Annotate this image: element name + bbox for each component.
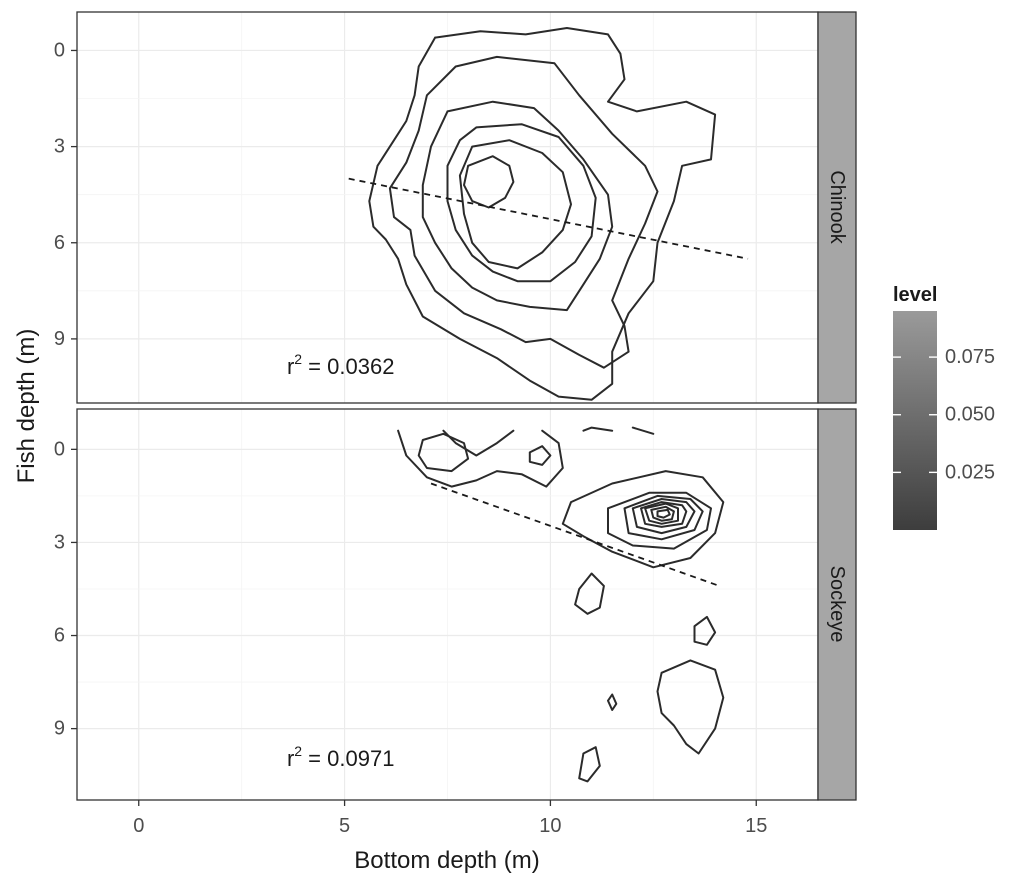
panel-sockeye-contours (397, 426, 725, 783)
x-axis: 0 5 10 15 (133, 800, 767, 837)
contour-line (368, 27, 717, 401)
contour-line (607, 693, 618, 711)
panel-sockeye-regression-line (430, 482, 720, 587)
contour-line (574, 572, 605, 615)
x-tick-label: 15 (745, 815, 767, 837)
contour-line (607, 491, 712, 550)
contour-line (417, 432, 470, 473)
panel-chinook-r-exponent: 2 (294, 351, 302, 367)
y-tick-label: 6 (54, 232, 65, 254)
legend-tick-label: 0.025 (945, 461, 995, 483)
y-tick-label: 9 (54, 718, 65, 740)
legend: level 0.025 0.050 0.075 (893, 284, 995, 530)
panel-chinook-r-squared-label: r2 = 0.0362 (287, 351, 395, 379)
contour-line (528, 445, 552, 466)
contour-line (656, 508, 671, 519)
legend-ticks: 0.025 0.050 0.075 (893, 346, 995, 483)
contour-line (397, 429, 564, 488)
panel-chinook-contours (368, 27, 717, 401)
contour-line (623, 494, 704, 541)
contour-line (388, 55, 659, 369)
y-tick-label: 3 (54, 136, 65, 158)
contour-line (421, 100, 614, 312)
y-axis-title: Fish depth (m) (13, 329, 40, 484)
legend-tick-label: 0.050 (945, 404, 995, 426)
strip-chinook-label: Chinook (826, 170, 848, 244)
y-tick-label: 9 (54, 328, 65, 350)
legend-title: level (893, 284, 937, 306)
panel-chinook-r-value: = 0.0362 (302, 354, 394, 379)
panel-sockeye-r-exponent: 2 (294, 743, 302, 759)
panel-chinook-grid (77, 12, 818, 403)
panel-chinook-r-base: r (287, 354, 294, 379)
contour-line (446, 123, 597, 283)
contour-line (442, 429, 515, 457)
strip-sockeye (817, 408, 857, 801)
x-tick-label: 10 (539, 815, 561, 837)
y-tick-label: 0 (54, 39, 65, 61)
contour-line (582, 426, 614, 432)
panel-chinook-regression-line (348, 177, 749, 260)
panel-sockeye-r-squared-label: r2 = 0.0971 (287, 743, 395, 771)
strip-sockeye-label: Sockeye (826, 566, 848, 643)
legend-tick-label: 0.075 (945, 346, 995, 368)
y-tick-label: 6 (54, 625, 65, 647)
legend-colorbar (893, 311, 937, 530)
panel-chinook: r2 = 0.0362 Chinook (76, 11, 857, 404)
contour-line (656, 659, 725, 755)
panel-sockeye-r-value: = 0.0971 (302, 746, 394, 771)
x-tick-label: 0 (133, 815, 144, 837)
x-tick-label: 5 (339, 815, 350, 837)
y-axis-chinook: 0 3 6 9 (54, 39, 77, 350)
panel-sockeye-r-base: r (287, 746, 294, 771)
contour-line (644, 502, 679, 525)
contour-line (650, 505, 675, 522)
contour-line (631, 426, 655, 435)
contour-line (458, 139, 572, 270)
contour-line (578, 746, 601, 783)
y-tick-label: 0 (54, 438, 65, 460)
y-tick-label: 3 (54, 531, 65, 553)
contour-line (463, 155, 515, 209)
contour-line (640, 501, 688, 528)
panel-sockeye: r2 = 0.0971 Sockeye (76, 408, 857, 801)
strip-chinook (817, 11, 857, 404)
contour-line (693, 615, 717, 646)
contour-line (561, 470, 725, 569)
x-axis-title: Bottom depth (m) (354, 847, 539, 874)
y-axis-sockeye: 0 3 6 9 (54, 438, 77, 740)
contour-line (631, 498, 696, 535)
